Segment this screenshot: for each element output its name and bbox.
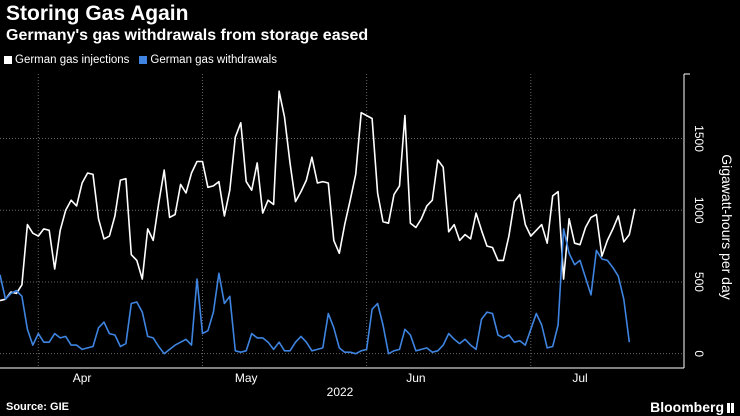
- y-tick-label: 500: [692, 272, 706, 292]
- x-axis-label: 2022: [327, 385, 354, 399]
- y-axis-label: Gigawatt-hours per day: [719, 154, 735, 300]
- source-note: Source: GIE: [6, 401, 69, 413]
- brand-logo-text: Bloomberg: [650, 399, 724, 415]
- legend-label-injections: German gas injections: [15, 54, 130, 66]
- x-tick-label: Apr: [73, 371, 92, 385]
- chart-subtitle: Germany's gas withdrawals from storage e…: [6, 27, 369, 44]
- series-line-injections: [0, 90, 636, 302]
- chart-legend: German gas injections German gas withdra…: [4, 54, 277, 66]
- legend-swatch-withdrawals: [139, 56, 148, 64]
- y-tick-label: 0: [692, 350, 706, 357]
- chart-title: Storing Gas Again: [6, 2, 189, 25]
- legend-swatch-injections: [4, 56, 12, 64]
- series-line-withdrawals: [0, 228, 631, 355]
- y-tick-label: 1000: [692, 197, 706, 224]
- x-tick-label: Jul: [572, 371, 587, 385]
- legend-label-withdrawals: German gas withdrawals: [150, 54, 277, 66]
- legend-item-withdrawals: German gas withdrawals: [139, 54, 277, 66]
- x-tick-label: May: [235, 371, 258, 385]
- bloomberg-mark-icon: [727, 403, 734, 413]
- legend-item-injections: German gas injections: [4, 54, 129, 66]
- x-tick-label: Jun: [406, 371, 425, 385]
- y-tick-label: 1500: [692, 125, 706, 152]
